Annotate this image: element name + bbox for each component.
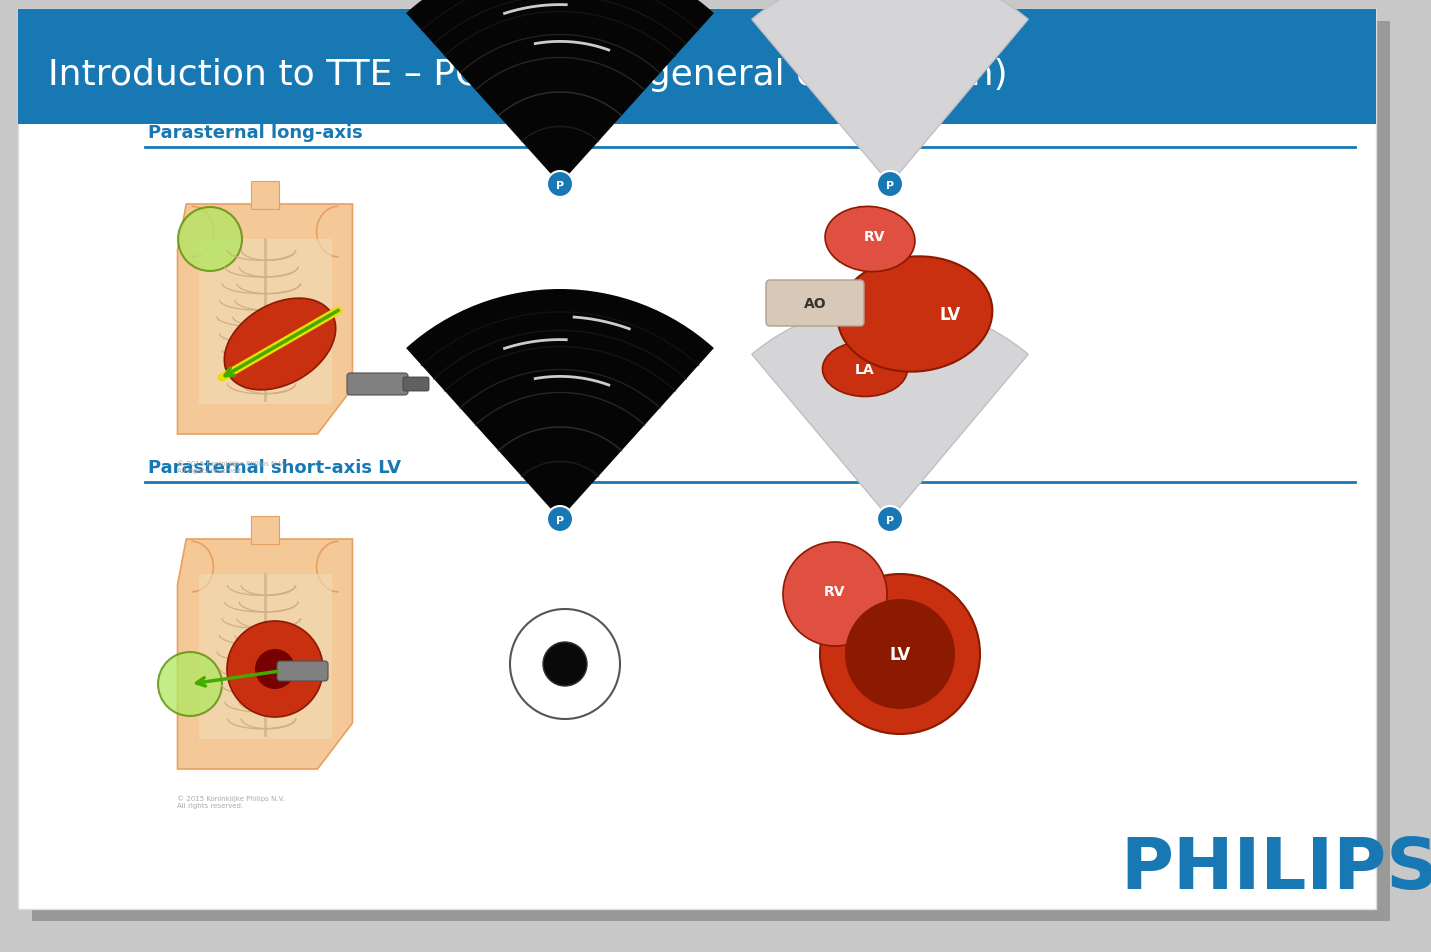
Circle shape [157, 652, 222, 716]
FancyBboxPatch shape [766, 281, 864, 327]
Polygon shape [177, 540, 352, 769]
Text: RV: RV [864, 229, 886, 244]
Text: PHILIPS: PHILIPS [1120, 835, 1431, 903]
Text: Introduction to TTE – POC views (general orientation): Introduction to TTE – POC views (general… [49, 58, 1007, 92]
Circle shape [177, 208, 242, 271]
Text: P: P [886, 181, 894, 190]
Circle shape [547, 171, 572, 198]
Wedge shape [406, 289, 714, 520]
Circle shape [228, 622, 323, 717]
Ellipse shape [826, 208, 914, 272]
Text: LA: LA [856, 363, 874, 377]
Bar [250, 182, 279, 209]
Text: LV: LV [939, 306, 960, 324]
Wedge shape [751, 305, 1029, 520]
FancyArrowPatch shape [222, 311, 338, 378]
Text: P: P [555, 515, 564, 526]
FancyBboxPatch shape [404, 378, 429, 391]
Wedge shape [751, 0, 1029, 185]
Text: AO: AO [804, 297, 826, 310]
Text: RV: RV [824, 585, 846, 599]
Bar [199, 239, 332, 405]
Circle shape [783, 543, 887, 646]
Circle shape [255, 649, 295, 689]
Ellipse shape [837, 257, 992, 372]
Text: P: P [886, 515, 894, 526]
Bar [19, 10, 1377, 125]
Text: © 2015 Koninklijke Philips N.V.
All rights reserved.: © 2015 Koninklijke Philips N.V. All righ… [177, 794, 285, 808]
Text: Parasternal long-axis: Parasternal long-axis [147, 124, 362, 142]
Bar [250, 516, 279, 544]
Circle shape [820, 574, 980, 734]
FancyArrowPatch shape [225, 311, 338, 376]
Text: LV: LV [890, 645, 910, 664]
Text: Parasternal short-axis LV: Parasternal short-axis LV [147, 459, 401, 477]
Circle shape [547, 506, 572, 532]
Text: P: P [555, 181, 564, 190]
Polygon shape [177, 205, 352, 434]
Circle shape [877, 171, 903, 198]
FancyBboxPatch shape [278, 662, 328, 682]
FancyBboxPatch shape [19, 10, 1377, 909]
Ellipse shape [225, 299, 336, 390]
Circle shape [877, 506, 903, 532]
Bar [199, 574, 332, 740]
FancyBboxPatch shape [31, 22, 1390, 921]
Circle shape [844, 600, 954, 709]
Text: © 2015 Koninklijke Philips N.V.
All rights reserved.: © 2015 Koninklijke Philips N.V. All righ… [177, 460, 285, 473]
FancyBboxPatch shape [346, 373, 408, 396]
Circle shape [542, 643, 587, 686]
Wedge shape [406, 0, 714, 185]
Ellipse shape [823, 342, 907, 397]
